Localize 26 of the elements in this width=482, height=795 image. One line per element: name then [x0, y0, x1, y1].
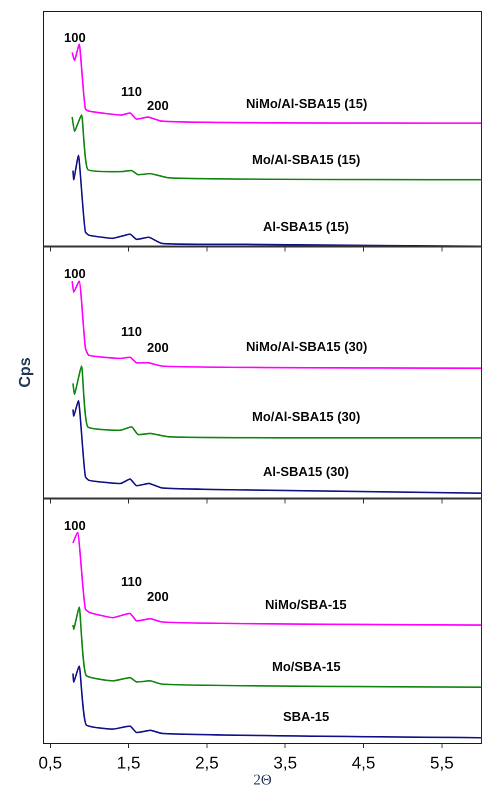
x-tick-label: 2,5	[195, 753, 219, 772]
series-label: Al-SBA15 (15)	[263, 219, 349, 234]
annotation: 200	[147, 340, 169, 355]
annotation: 200	[147, 589, 169, 604]
series-label: NiMo/Al-SBA15 (30)	[246, 339, 368, 354]
annotation: 110	[121, 574, 142, 589]
annotation: 110	[121, 84, 142, 99]
text: 100	[64, 266, 86, 281]
series-label: Mo/SBA-15	[272, 659, 341, 674]
series-label: Mo/Al-SBA15 (30)	[252, 409, 360, 424]
annotation: 200	[147, 98, 169, 113]
x-tick-label: 5,5	[430, 753, 454, 772]
x-tick-label: 1,5	[116, 753, 140, 772]
x-tick-label: 0,5	[38, 753, 62, 772]
x-tick-label: 3,5	[273, 753, 298, 772]
y-axis-title: Cps	[16, 357, 34, 388]
annotation: 110	[121, 324, 142, 339]
series-label: NiMo/SBA-15	[265, 597, 347, 612]
annotation: 100	[64, 30, 86, 45]
series-label: Al-SBA15 (30)	[263, 464, 349, 479]
series-label: NiMo/Al-SBA15 (15)	[246, 96, 368, 111]
series-label: SBA-15	[283, 709, 330, 724]
x-tick-label: 4,5	[352, 753, 376, 772]
series-label: Mo/Al-SBA15 (15)	[252, 152, 360, 167]
annotation: 100	[64, 518, 86, 533]
x-axis-title: 2Θ	[253, 772, 272, 788]
